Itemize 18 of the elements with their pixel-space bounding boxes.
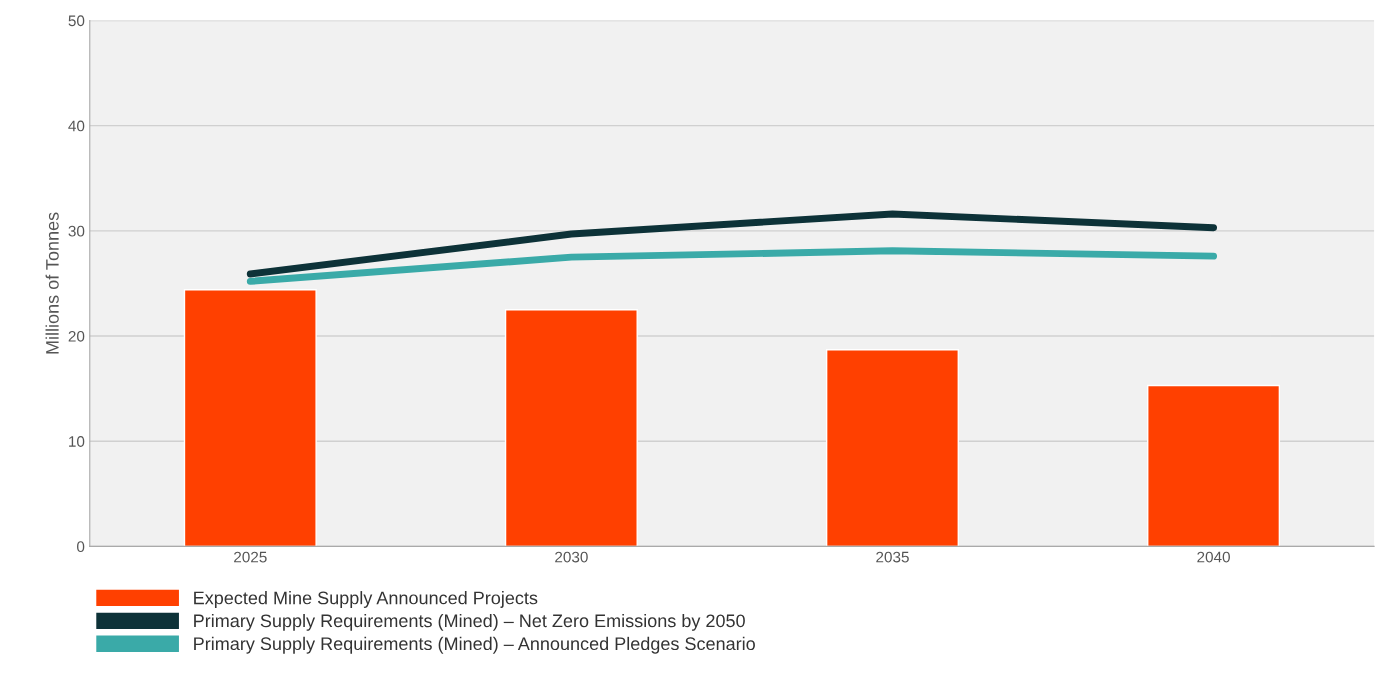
bar — [825, 349, 959, 547]
y-tick-label: 20 — [68, 330, 85, 342]
legend-label: Primary Supply Requirements (Mined) – Net Zero Emissions by 2050 — [194, 613, 745, 631]
y-tick-label: 40 — [68, 120, 85, 132]
x-tick-label: 2035 — [876, 551, 909, 563]
bar — [183, 289, 317, 547]
y-tick-label: 50 — [68, 15, 85, 27]
bar — [1147, 384, 1281, 547]
y-axis-title: Millions of Tonnes — [45, 212, 59, 354]
x-tick-label: 2025 — [234, 551, 267, 563]
legend-label: Expected Mine Supply Announced Projects — [194, 591, 538, 608]
legend-label: Primary Supply Requirements (Mined) – Announced Pledges Scenario — [194, 636, 755, 654]
y-tick-label: 10 — [69, 436, 85, 447]
bar — [504, 309, 638, 547]
x-tick-label: 2040 — [1197, 551, 1230, 563]
y-tick-label: 30 — [68, 225, 85, 237]
x-tick-label: 2030 — [555, 551, 588, 563]
y-tick-label: 0 — [77, 541, 85, 553]
